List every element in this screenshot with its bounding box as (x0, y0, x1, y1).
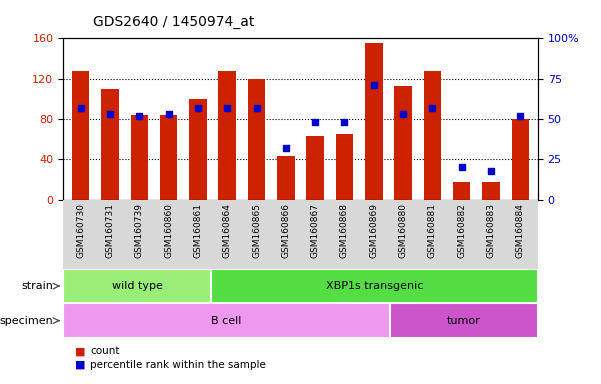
Bar (277, 156, 294, 200)
Bar (101, 89, 119, 200)
Text: GSM160731: GSM160731 (106, 203, 115, 258)
Bar (212, 269, 538, 303)
Text: GSM160860: GSM160860 (164, 203, 173, 258)
Text: count: count (90, 346, 120, 356)
Text: specimen: specimen (0, 316, 53, 326)
Text: GSM160861: GSM160861 (194, 203, 203, 258)
Text: GSM160864: GSM160864 (223, 203, 232, 258)
Text: XBP1s transgenic: XBP1s transgenic (326, 281, 423, 291)
Text: ■: ■ (75, 360, 85, 370)
Text: GSM160730: GSM160730 (76, 203, 85, 258)
Text: GSM160868: GSM160868 (340, 203, 349, 258)
Bar (72, 71, 90, 200)
Point (486, 167, 496, 174)
Point (76, 105, 85, 111)
Bar (453, 182, 471, 200)
Point (310, 119, 320, 125)
Text: GSM160882: GSM160882 (457, 203, 466, 258)
Point (222, 105, 232, 111)
Text: percentile rank within the sample: percentile rank within the sample (90, 360, 266, 370)
Point (398, 111, 408, 117)
Text: GSM160867: GSM160867 (311, 203, 320, 258)
Point (193, 105, 203, 111)
Point (105, 111, 115, 117)
Point (135, 113, 144, 119)
Bar (307, 136, 324, 200)
Point (281, 145, 291, 151)
Bar (394, 86, 412, 200)
Point (427, 105, 437, 111)
Bar (482, 182, 500, 200)
Text: GSM160880: GSM160880 (398, 203, 407, 258)
Text: GSM160865: GSM160865 (252, 203, 261, 258)
Bar (424, 71, 441, 200)
Bar (63, 303, 389, 338)
Text: GSM160881: GSM160881 (428, 203, 437, 258)
Text: B cell: B cell (211, 316, 242, 326)
Bar (511, 119, 529, 200)
Text: wild type: wild type (112, 281, 163, 291)
Text: GSM160884: GSM160884 (516, 203, 525, 258)
Bar (63, 269, 212, 303)
Bar (218, 71, 236, 200)
Text: GSM160739: GSM160739 (135, 203, 144, 258)
Point (369, 82, 379, 88)
Text: GDS2640 / 1450974_at: GDS2640 / 1450974_at (93, 15, 255, 29)
Point (457, 164, 466, 170)
Point (252, 105, 261, 111)
Text: ■: ■ (75, 346, 85, 356)
Text: strain: strain (22, 281, 53, 291)
Point (340, 119, 349, 125)
Bar (248, 79, 265, 200)
Bar (160, 115, 177, 200)
Bar (130, 115, 148, 200)
Point (516, 113, 525, 119)
Text: tumor: tumor (447, 316, 481, 326)
Bar (336, 134, 353, 200)
Text: GSM160883: GSM160883 (486, 203, 495, 258)
Text: GSM160869: GSM160869 (369, 203, 378, 258)
Bar (389, 303, 538, 338)
Bar (189, 99, 207, 200)
Point (164, 111, 174, 117)
Bar (365, 43, 383, 200)
Text: GSM160866: GSM160866 (281, 203, 290, 258)
